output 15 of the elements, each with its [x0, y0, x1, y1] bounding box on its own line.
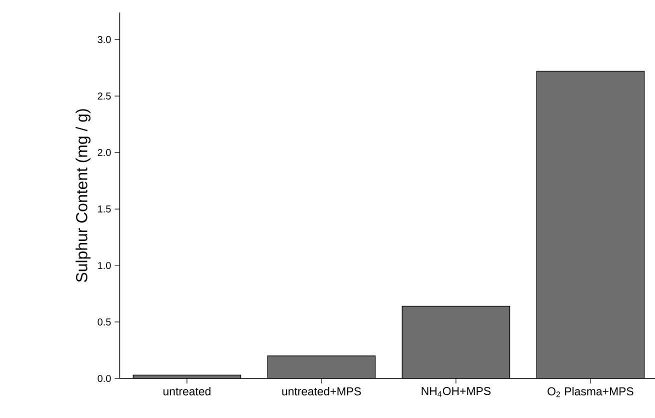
- y-tick-label: 3.0: [98, 36, 111, 44]
- bar: [268, 356, 376, 378]
- y-tick-label: 0.0: [98, 374, 111, 382]
- y-tick-label: 1.0: [98, 262, 111, 270]
- y-tick-label: 2.5: [98, 92, 111, 100]
- x-tick-label: O$_{2}$ Plasma+MPS: [548, 386, 634, 398]
- y-axis-title: Sulphur Content (mg / g): [76, 109, 91, 282]
- x-tick-label: untreated+MPS: [282, 386, 361, 396]
- y-tick-label: 2.0: [98, 149, 111, 156]
- y-tick-label: 0.5: [98, 318, 111, 326]
- x-tick-label: NH$_{4}$OH+MPS: [422, 386, 491, 397]
- x-tick-label: untreated: [164, 386, 210, 396]
- bar: [536, 70, 645, 378]
- bar: [402, 306, 510, 378]
- y-tick-label: 1.5: [98, 206, 111, 212]
